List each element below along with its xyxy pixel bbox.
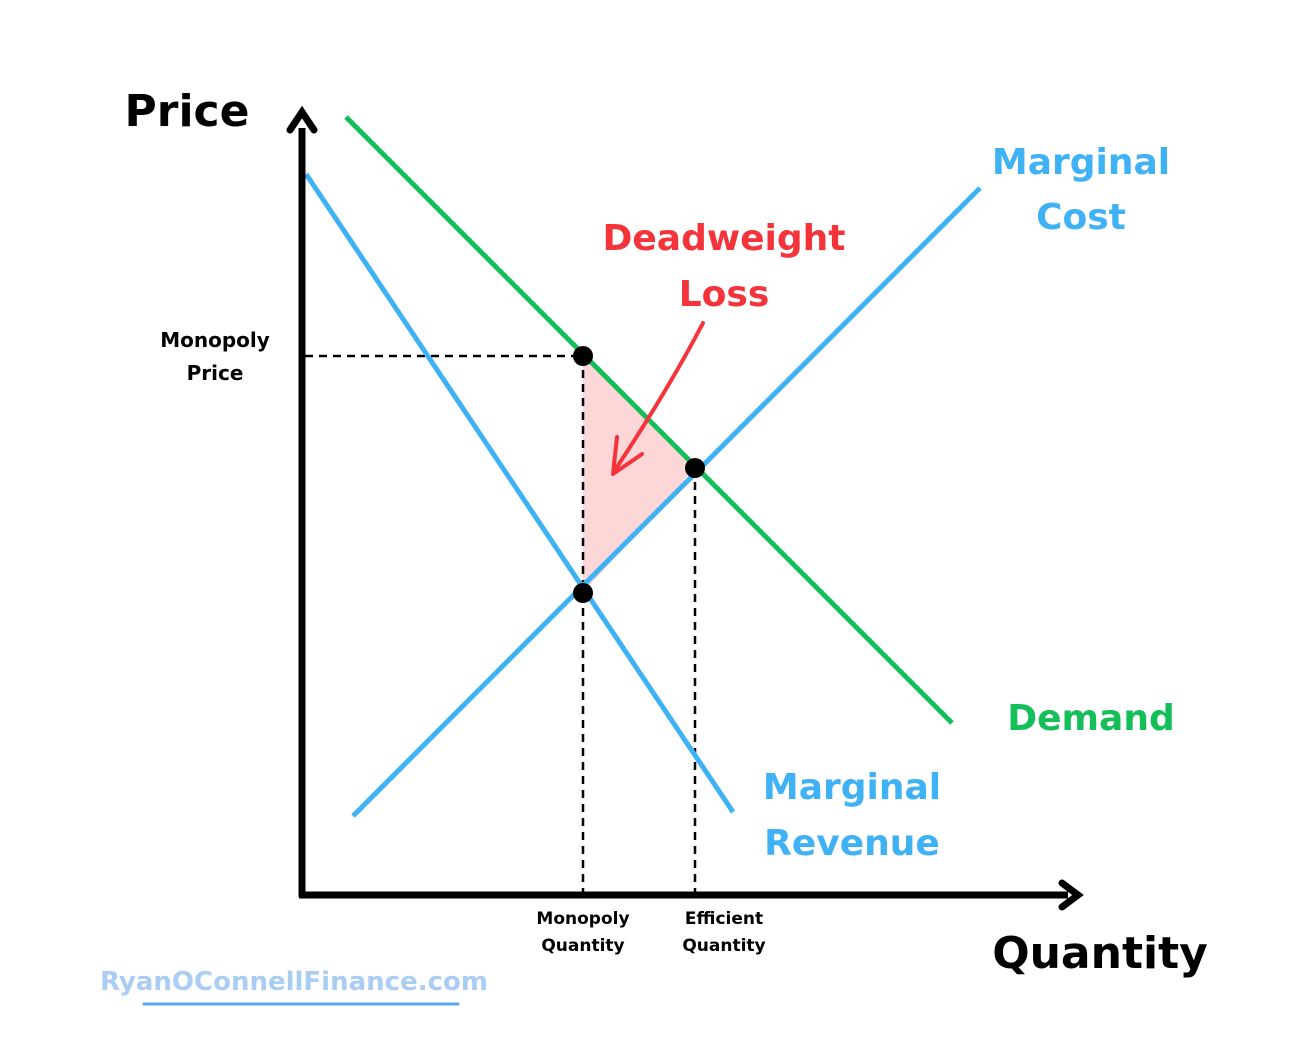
marginal-cost-label-line1: Marginal <box>992 142 1170 183</box>
x-axis-title: Quantity <box>992 928 1208 979</box>
mr-mc-intersection-point <box>573 583 593 603</box>
monopoly-price-point <box>573 346 593 366</box>
marginal-revenue-curve <box>303 172 736 814</box>
marginal-cost-curve <box>351 186 982 818</box>
deadweight-loss-label-line1: Deadweight <box>603 218 846 259</box>
efficient-quantity-label-line2: Quantity <box>682 936 765 956</box>
deadweight-loss-arrow <box>613 321 705 472</box>
y-axis-title: Price <box>125 86 250 137</box>
marginal-revenue-label-line1: Marginal <box>763 767 941 808</box>
monopoly-quantity-label-line2: Quantity <box>541 936 624 956</box>
watermark-text: RyanOConnellFinance.com <box>100 967 488 997</box>
marginal-revenue-label-line2: Revenue <box>764 823 940 864</box>
y-axis-arrow <box>286 105 318 134</box>
marginal-cost-label-line2: Cost <box>1036 197 1126 238</box>
monopoly-quantity-label-line1: Monopoly <box>536 909 629 929</box>
deadweight-loss-area <box>583 356 695 593</box>
efficient-point <box>685 458 705 478</box>
monopoly-price-label-line2: Price <box>187 361 244 385</box>
monopoly-price-label-line1: Monopoly <box>160 328 270 352</box>
demand-label: Demand <box>1007 698 1175 739</box>
x-axis-arrow <box>1058 879 1084 911</box>
deadweight-loss-label-line2: Loss <box>679 274 770 315</box>
efficient-quantity-label-line1: Efficient <box>685 909 763 929</box>
deadweight-loss-arrowhead <box>611 435 644 476</box>
